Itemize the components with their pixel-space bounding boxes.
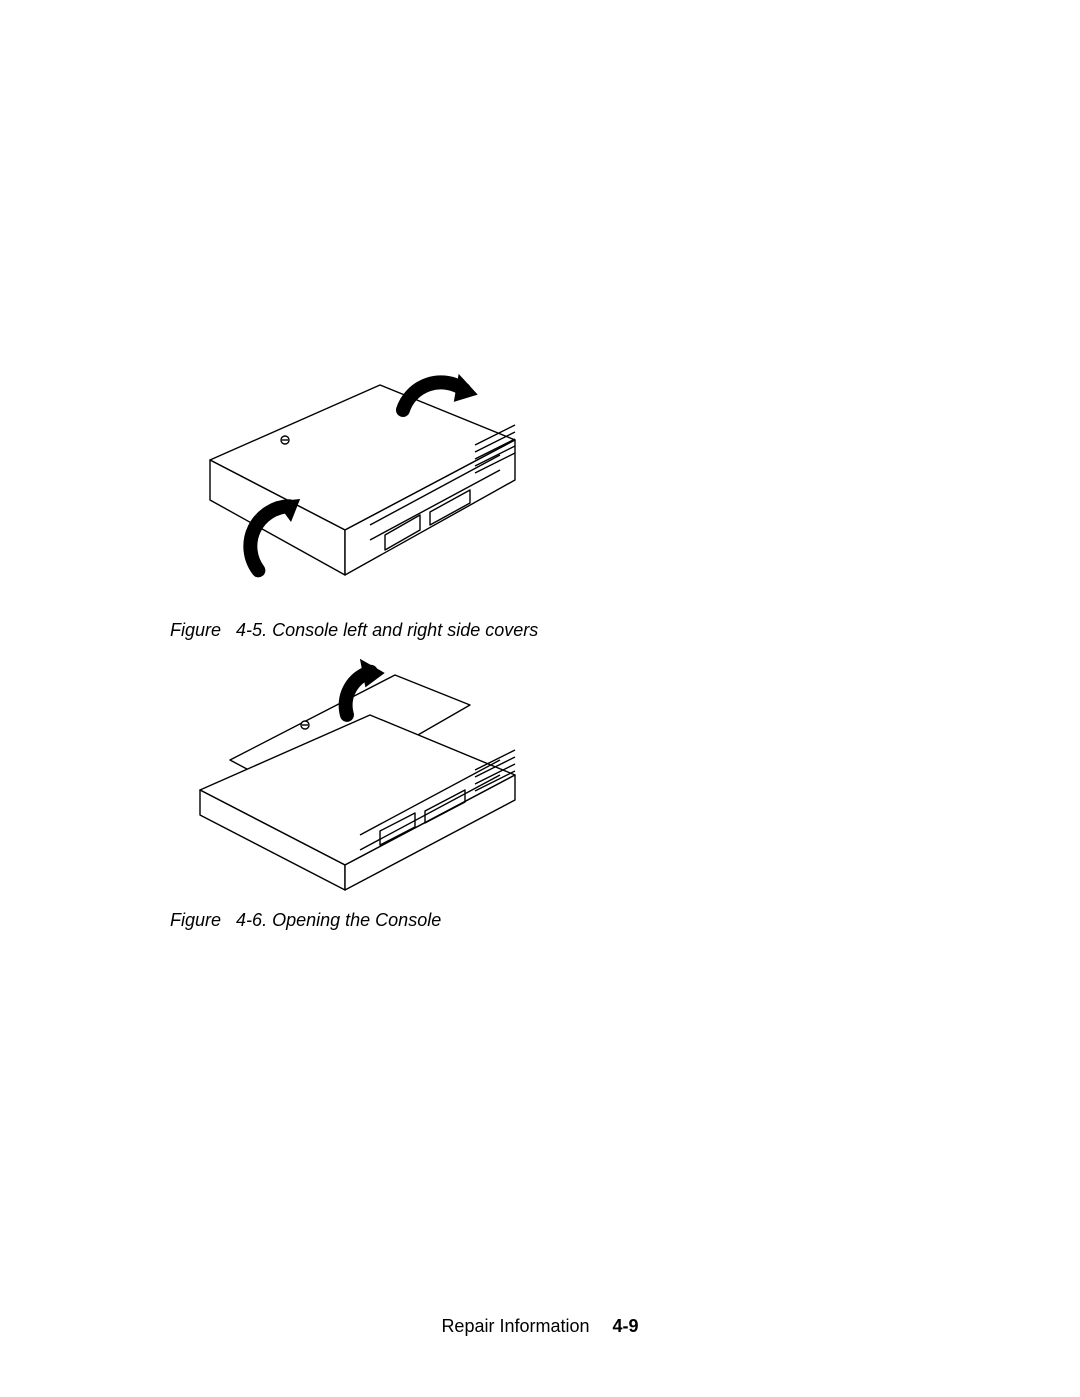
figure-4-5-title: Console left and right side covers [272,620,538,640]
document-page: Figure 4-5. Console left and right side … [0,0,1080,1397]
figure-4-5-block: Figure 4-5. Console left and right side … [170,350,570,641]
figure-4-6-label: Figure [170,910,221,930]
footer-section-title: Repair Information [441,1316,589,1336]
page-footer: Repair Information 4-9 [0,1316,1080,1337]
figure-4-5-label: Figure [170,620,221,640]
figure-4-5-caption: Figure 4-5. Console left and right side … [170,620,570,641]
figure-4-5-number: 4-5. [236,620,267,640]
figure-4-6-number: 4-6. [236,910,267,930]
figure-4-6-illustration [170,640,570,900]
figure-4-6-block: Figure 4-6. Opening the Console [170,640,570,931]
footer-page-number: 4-9 [613,1316,639,1336]
figure-4-6-title: Opening the Console [272,910,441,930]
figure-4-6-caption: Figure 4-6. Opening the Console [170,910,570,931]
figure-4-5-illustration [170,350,570,610]
